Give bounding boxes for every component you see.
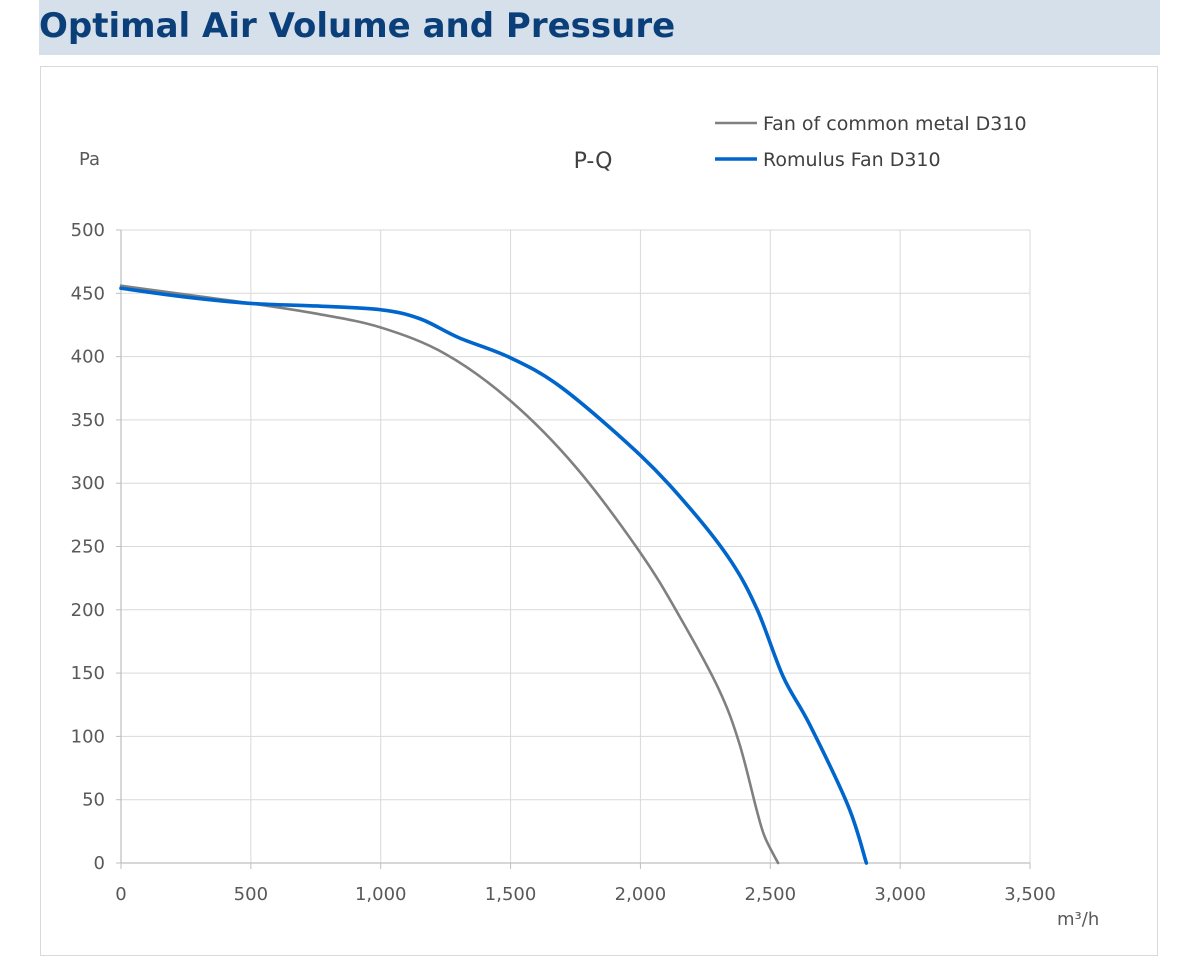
y-tick-label: 300: [71, 473, 105, 494]
x-tick-label: 1,500: [485, 884, 537, 905]
y-tick-label: 100: [71, 726, 105, 747]
legend: Fan of common metal D310 Romulus Fan D310: [715, 113, 1027, 171]
x-axis-label: m³/h: [1057, 909, 1099, 930]
axes: [116, 229, 1031, 869]
x-tick-label: 2,000: [615, 884, 667, 905]
x-tick-label: 1,000: [355, 884, 407, 905]
y-tick-label: 200: [71, 600, 105, 621]
y-axis-label: Pa: [79, 149, 100, 170]
x-tick-label: 3,500: [1004, 884, 1056, 905]
y-tick-label: 150: [71, 663, 105, 684]
pq-chart: 0 50 100 150 200 250 300 350 400 450 500 0 500 1,000 1…: [71, 113, 1100, 930]
legend-label: Fan of common metal D310: [763, 113, 1027, 135]
x-tick-label: 2,500: [745, 884, 797, 905]
y-tick-label: 250: [71, 537, 105, 558]
page-header: Optimal Air Volume and Pressure: [39, 0, 1160, 55]
y-tick-label: 350: [71, 410, 105, 431]
y-tick-label: 500: [71, 220, 105, 241]
tick-labels: 0 50 100 150 200 250 300 350 400 450 500 0 500 1,000 1…: [71, 220, 1056, 905]
series-line-0: [119, 284, 780, 865]
x-tick-label: 0: [115, 884, 126, 905]
series-line-1: [119, 286, 869, 865]
y-tick-label: 50: [82, 790, 105, 811]
x-tick-label: 3,000: [874, 884, 926, 905]
y-tick-label: 400: [71, 347, 105, 368]
y-tick-label: 450: [71, 283, 105, 304]
x-tick-label: 500: [234, 884, 268, 905]
chart-frame: 0 50 100 150 200 250 300 350 400 450 500 0 500 1,000 1…: [40, 66, 1158, 956]
legend-label: Romulus Fan D310: [763, 149, 941, 171]
grid-lines: [121, 229, 1031, 863]
page-title: Optimal Air Volume and Pressure: [39, 6, 676, 46]
series-lines: [119, 284, 869, 865]
chart-title: P-Q: [574, 149, 613, 174]
y-tick-label: 0: [94, 853, 105, 874]
